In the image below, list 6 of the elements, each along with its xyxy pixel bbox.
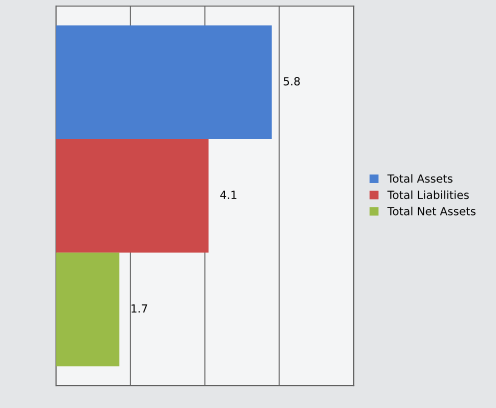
- legend-label: Total Net Assets: [387, 206, 476, 216]
- data-label: 4.1: [220, 190, 236, 199]
- data-label: 5.8: [284, 77, 300, 86]
- legend-label: Total Liabilities: [387, 190, 469, 200]
- data-label: 1.7: [132, 304, 148, 313]
- legend-label: Total Assets: [387, 174, 452, 183]
